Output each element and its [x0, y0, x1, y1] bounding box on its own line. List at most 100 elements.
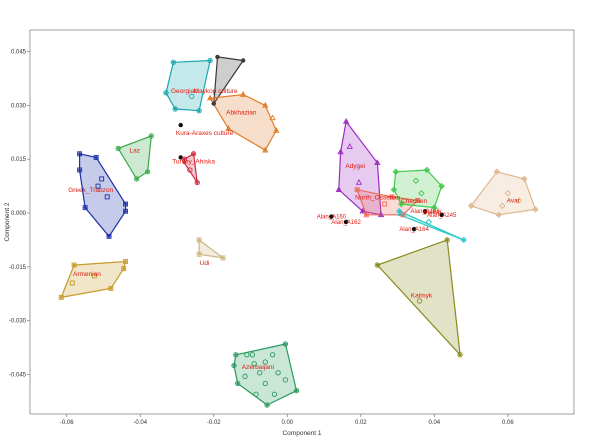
sample-label-alan-a160: Alan_A160 — [317, 215, 347, 221]
sample-point-alan-a160 — [329, 214, 334, 219]
point-kalmyk — [416, 298, 423, 304]
point-north-ossetian — [382, 201, 388, 207]
hull-vertex-georgian — [171, 60, 175, 64]
group-label-laz: Laz — [130, 148, 140, 155]
hull-vertex-avar — [495, 170, 499, 174]
point-turkey-ahiska — [187, 167, 193, 173]
group-label-turkey-ahiska: Turkey_Ahiska — [172, 159, 215, 166]
point-chechen — [431, 204, 438, 211]
group-label-chechen: Chechen — [401, 198, 427, 205]
hull-vertex-chechen — [394, 170, 398, 174]
point-chechen — [392, 168, 399, 175]
hull-avar — [470, 171, 537, 216]
hull-vertex-azerbaijani — [232, 364, 236, 367]
point-azerbaijani — [275, 370, 281, 376]
point-georgian — [189, 93, 195, 100]
hull-vertex-greek-trabzon — [78, 168, 82, 172]
point-adygei — [337, 148, 344, 155]
group-label-armenian: Armenian — [73, 271, 101, 278]
group-label-abkhazian: Abkhazian — [226, 109, 257, 116]
point-udi — [196, 237, 202, 243]
x-axis-title: Component 1 — [282, 430, 321, 437]
hull-vertex-armenian — [122, 267, 126, 271]
point-adygei — [355, 178, 363, 185]
hull-vertex-georgian — [208, 59, 212, 62]
hull-vertex-turkey-ahiska — [182, 161, 186, 165]
hull-vertex-greek-trabzon — [124, 202, 127, 206]
point-azerbaijani — [233, 352, 239, 358]
group-label-adygei: Adygei — [345, 163, 365, 170]
hull-vertex-chechen — [399, 202, 403, 206]
hull-vertex-greek-trabzon — [94, 156, 98, 159]
hull-vertex-greek-trabzon — [78, 152, 82, 156]
hull-vertex-armenian — [72, 263, 76, 267]
point-chechen — [412, 177, 420, 184]
point-maykop-culture — [240, 58, 246, 63]
group-label-north-ossetian: North_Ossetian — [355, 194, 401, 201]
hull-vertex-georgian — [164, 91, 168, 95]
x-tick-label: -0.04 — [133, 420, 147, 426]
point-azerbaijani — [249, 352, 256, 358]
point-abkhazian — [262, 101, 269, 108]
point-georgian — [172, 106, 178, 112]
point-abkhazian — [262, 146, 269, 153]
point-greek-trabzon — [106, 233, 112, 239]
sample-label-alan-a164: Alan_A164 — [399, 227, 429, 233]
point-armenian — [123, 259, 129, 264]
point-laz — [144, 169, 151, 175]
point-armenian — [91, 273, 97, 279]
hull-vertex-armenian — [109, 286, 113, 290]
point-greek-trabzon — [123, 208, 129, 214]
hull-vertex-chechen — [432, 206, 436, 210]
sample-point-alan-a245 — [439, 212, 444, 218]
point-avar — [515, 197, 523, 204]
group-label-kalmyk: Kalmyk — [411, 292, 433, 299]
point-north-ossetian — [354, 187, 360, 193]
point-avar — [499, 202, 506, 210]
hull-kalmyk — [376, 239, 461, 356]
x-tick-label: 0.04 — [428, 420, 440, 426]
sample-label-alan-a146: Alan_A146 — [410, 209, 440, 215]
point-azerbaijani — [251, 361, 257, 367]
point-georgian — [163, 90, 169, 96]
point-north-ossetian — [415, 198, 421, 203]
group-label-greek-trabzon: Greek_Trabzon — [68, 187, 113, 194]
hull-vertex-laz — [116, 147, 120, 150]
hull-vertex-georgian — [173, 107, 177, 111]
group-label-avar: Avar — [507, 197, 521, 204]
hull-vertex-chechen — [440, 184, 444, 188]
point-north-ossetian — [400, 212, 406, 218]
hull-layer — [59, 55, 537, 407]
y-tick-label: -0.030 — [9, 319, 27, 325]
y-tick-label: -0.045 — [9, 373, 27, 379]
hull-vertex-chechen — [392, 188, 396, 192]
hull-vertex-kalmyk — [375, 263, 379, 267]
hull-vertex-kalmyk — [458, 353, 462, 357]
point-abkhazian — [206, 94, 214, 101]
point-kalmyk — [457, 352, 463, 358]
point-turkey-ahiska — [194, 179, 200, 186]
point-adygei — [377, 211, 385, 218]
point-azerbaijani — [242, 373, 248, 379]
y-tick-label: 0.015 — [11, 157, 27, 163]
group-label-azerbaijani: Azerbaijani — [242, 364, 274, 371]
point-chechen — [438, 182, 445, 190]
point-adygei — [359, 207, 366, 214]
point-greek-trabzon — [82, 205, 88, 211]
point-abkhazian — [240, 91, 247, 97]
plot-frame — [29, 29, 575, 415]
point-armenian — [69, 280, 75, 286]
hull-vertex-balkar — [398, 213, 401, 217]
group-label-balkar: Balkar — [423, 209, 442, 216]
hull-vertex-laz — [149, 134, 153, 138]
point-balkar — [460, 236, 467, 244]
point-georgian — [196, 108, 202, 114]
point-balkar — [396, 207, 403, 215]
point-maykop-culture — [215, 54, 220, 60]
point-kura-araxes-culture — [178, 155, 183, 160]
y-axis-title: Component 2 — [4, 202, 11, 241]
hull-vertex-turkey-ahiska — [195, 181, 199, 184]
point-abkhazian — [273, 126, 280, 133]
hull-vertex-north-ossetian — [390, 195, 394, 199]
point-turkey-ahiska — [181, 156, 188, 162]
